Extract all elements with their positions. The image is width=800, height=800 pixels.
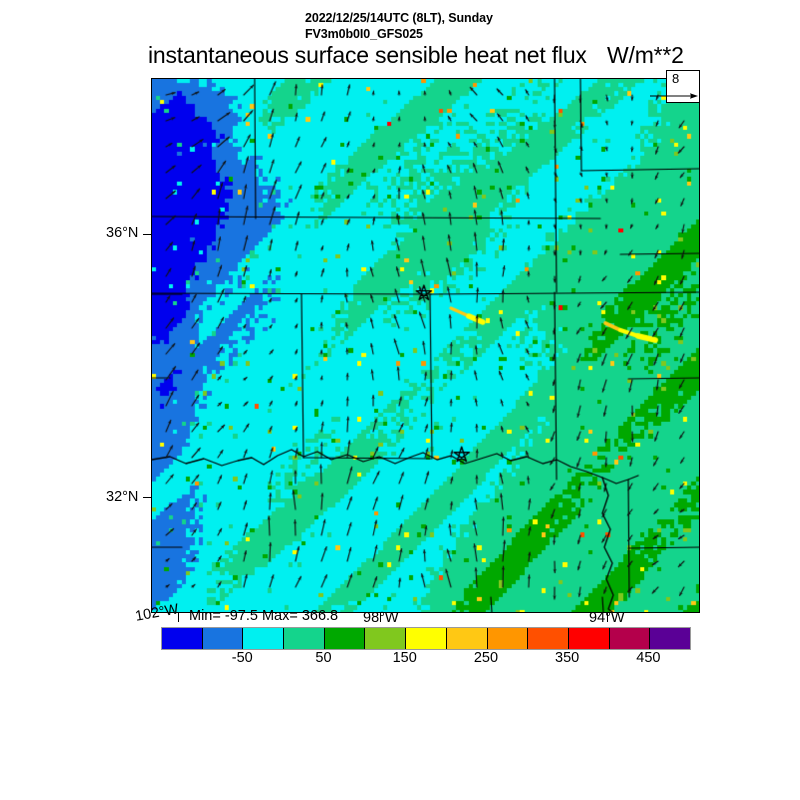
colorbar-segment-7 — [446, 628, 488, 649]
vector-reference-value: 8 — [672, 71, 680, 86]
colorbar-segment-5 — [365, 628, 407, 649]
lon-tick-98 — [380, 613, 381, 622]
colorbar-tick-350: 350 — [555, 650, 580, 666]
vector-reference-legend: 8 — [650, 70, 700, 103]
colorbar-tick-450: 450 — [636, 650, 661, 666]
colorbar-segment-4 — [324, 628, 366, 649]
map-plot-area[interactable] — [151, 78, 700, 613]
lat-tick-32 — [143, 497, 152, 498]
colorbar-tick-labels: -50 50 150 250 350 450 — [161, 650, 689, 670]
colorbar-tick-150: 150 — [392, 650, 417, 666]
reference-arrow-icon — [650, 93, 698, 99]
colorbar-segment-9 — [528, 628, 569, 649]
colorbar-segment-10 — [568, 628, 610, 649]
header-datetime: 2022/12/25/14UTC (8LT), Sunday — [305, 11, 493, 25]
colorbar-segment-2 — [243, 628, 285, 649]
colorbar-segment-1 — [202, 628, 244, 649]
lon-tick-94 — [607, 613, 608, 622]
colorbar-tick-250: 250 — [473, 650, 499, 666]
colorbar-tick--50: -50 — [231, 650, 253, 666]
heatmap-canvas — [152, 79, 699, 612]
minmax-statistics: Min= -97.5 Max= 366.8 — [189, 608, 339, 624]
units-label: W/m**2 — [607, 42, 684, 68]
lat-tick-36 — [143, 234, 152, 235]
colorbar — [161, 627, 691, 650]
colorbar-segment-8 — [487, 628, 529, 649]
header-model-name: FV3m0b0I0_GFS025 — [305, 27, 423, 41]
longitude-label-94w: 94°W — [589, 610, 625, 626]
lon-tick-102 — [178, 613, 179, 622]
latitude-label-32n: 32°N — [106, 489, 139, 505]
page-title: instantaneous surface sensible heat net … — [148, 42, 587, 68]
colorbar-segment-6 — [406, 628, 447, 649]
longitude-label-98w: 98°W — [363, 610, 399, 626]
colorbar-segment-11 — [609, 628, 651, 649]
colorbar-segment-12 — [650, 628, 690, 649]
colorbar-segment-0 — [162, 628, 203, 649]
colorbar-segment-3 — [284, 628, 325, 649]
longitude-label-102w: 102°W — [134, 601, 180, 625]
colorbar-tick-50: 50 — [315, 650, 332, 666]
latitude-label-36n: 36°N — [106, 225, 139, 241]
